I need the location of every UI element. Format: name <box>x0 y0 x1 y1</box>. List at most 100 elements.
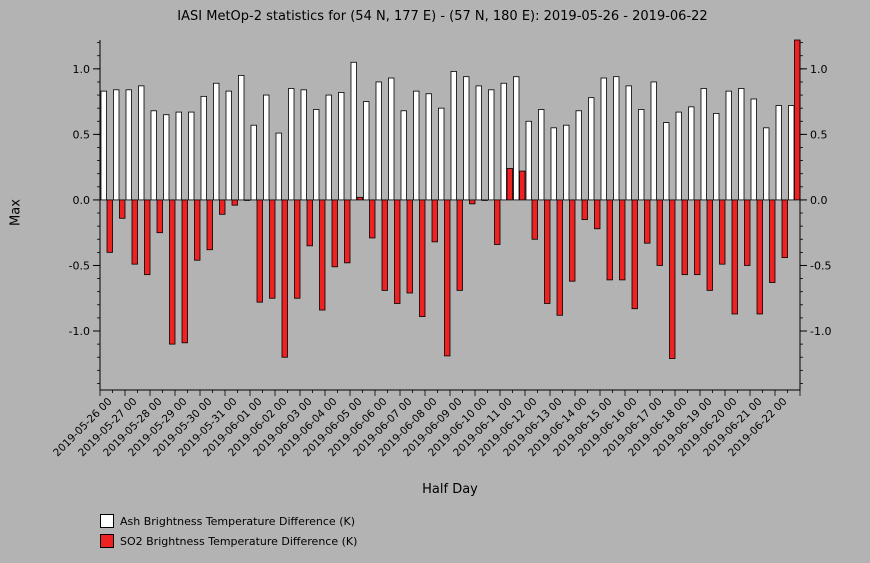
so2-bar <box>569 199 576 282</box>
so2-bar <box>331 199 338 268</box>
ash-bar <box>700 88 707 201</box>
x-axis-title: Half Day <box>422 482 478 497</box>
y-tick-label: 1.0 <box>73 63 91 76</box>
ash-bar <box>375 81 382 201</box>
ash-bar <box>200 95 207 201</box>
so2-bar <box>206 199 213 251</box>
legend-label-so2: SO2 Brightness Temperature Difference (K… <box>120 534 358 548</box>
ash-bar <box>238 74 245 201</box>
ash-bar <box>438 107 445 201</box>
ash-bar <box>475 85 482 201</box>
y-tick-label: 0.0 <box>73 194 91 207</box>
ash-bar <box>538 109 545 201</box>
y-tick-label-right: -1.0 <box>810 325 831 338</box>
ash-bar <box>275 132 282 201</box>
ash-bar <box>763 127 770 201</box>
ash-bar <box>613 76 620 201</box>
ash-bar <box>125 89 132 201</box>
ash-bar <box>150 110 157 201</box>
ash-bar <box>313 109 320 201</box>
ash-bar <box>250 124 257 201</box>
ash-bar <box>225 90 232 201</box>
so2-bar <box>344 199 351 264</box>
so2-bar <box>731 199 738 315</box>
y-tick-label: -1.0 <box>69 325 90 338</box>
ash-bar <box>725 90 732 201</box>
ash-bar <box>513 76 520 201</box>
y-tick-label-right: 0.0 <box>810 194 828 207</box>
so2-bar <box>744 199 751 266</box>
legend-label-ash: Ash Brightness Temperature Difference (K… <box>120 514 355 528</box>
ash-bar <box>163 114 170 201</box>
so2-bar <box>156 199 163 234</box>
so2-bar <box>606 199 613 281</box>
so2-bar <box>231 199 238 206</box>
so2-bar <box>619 199 626 281</box>
so2-bar <box>494 199 501 245</box>
so2-bar <box>294 199 301 299</box>
y-tick-label-right: 0.5 <box>810 128 828 141</box>
ash-bar <box>663 122 670 201</box>
so2-bar <box>319 199 326 311</box>
so2-bar <box>656 199 663 266</box>
so2-bar <box>369 199 376 239</box>
ash-bar <box>400 110 407 201</box>
legend-swatch-so2 <box>100 534 114 548</box>
ash-bar <box>525 120 532 201</box>
y-tick-label: -0.5 <box>69 259 90 272</box>
so2-bar <box>506 168 513 201</box>
so2-bar <box>394 199 401 304</box>
ash-bar <box>500 82 507 201</box>
legend-item-ash: Ash Brightness Temperature Difference (K… <box>100 513 355 529</box>
so2-bar <box>719 199 726 265</box>
ash-bar <box>300 89 307 201</box>
so2-bar <box>106 199 113 253</box>
so2-bar <box>431 199 438 243</box>
so2-bar <box>256 199 263 303</box>
ash-bar <box>638 109 645 201</box>
ash-bar <box>738 88 745 201</box>
so2-bar <box>469 199 476 205</box>
so2-bar <box>131 199 138 265</box>
ash-bar <box>100 90 107 201</box>
ash-bar <box>625 85 632 201</box>
ash-bar <box>388 77 395 201</box>
so2-bar <box>119 199 126 219</box>
so2-bar <box>694 199 701 276</box>
so2-bar <box>244 199 251 201</box>
so2-bar <box>669 199 676 359</box>
so2-bar <box>581 199 588 220</box>
legend-swatch-ash <box>100 514 114 528</box>
so2-bar <box>681 199 688 276</box>
so2-bar <box>169 199 176 345</box>
so2-bar <box>419 199 426 317</box>
ash-bar <box>188 111 195 201</box>
so2-bar <box>444 199 451 357</box>
so2-bar <box>631 199 638 310</box>
ash-bar <box>600 77 607 201</box>
ash-bar <box>213 82 220 201</box>
chart-title: IASI MetOp-2 statistics for (54 N, 177 E… <box>177 9 708 24</box>
so2-bar <box>356 196 363 201</box>
so2-bar <box>144 199 151 276</box>
so2-bar <box>194 199 201 261</box>
so2-bar <box>756 199 763 315</box>
ash-bar <box>350 61 357 201</box>
ash-bar <box>288 88 295 201</box>
so2-bar <box>706 199 713 291</box>
so2-bar <box>794 39 801 201</box>
ash-bar <box>463 76 470 201</box>
ash-bar <box>588 97 595 201</box>
ash-bar <box>650 81 657 201</box>
ash-bar <box>325 94 332 201</box>
so2-bar <box>594 199 601 230</box>
ash-bar <box>113 89 120 201</box>
so2-bar <box>306 199 313 247</box>
so2-bar <box>531 199 538 240</box>
so2-bar <box>769 199 776 283</box>
so2-bar <box>181 199 188 344</box>
so2-bar <box>281 199 288 358</box>
so2-bar <box>406 199 413 294</box>
ash-bar <box>450 71 457 201</box>
